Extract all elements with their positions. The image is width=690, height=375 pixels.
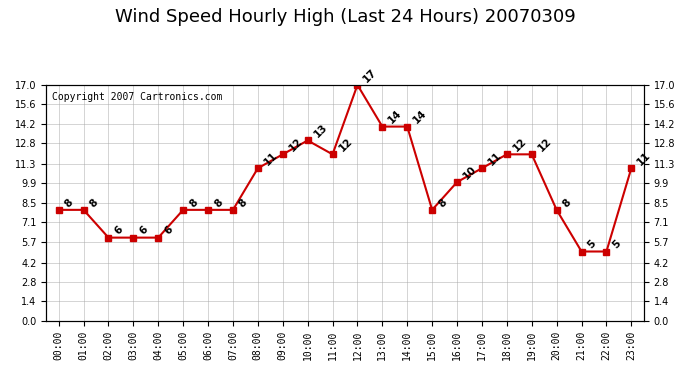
Text: 8: 8	[187, 197, 199, 209]
Text: 5: 5	[586, 238, 598, 251]
Text: 12: 12	[287, 136, 304, 154]
Text: 11: 11	[486, 150, 504, 168]
Text: 6: 6	[112, 225, 125, 237]
Text: Wind Speed Hourly High (Last 24 Hours) 20070309: Wind Speed Hourly High (Last 24 Hours) 2…	[115, 8, 575, 26]
Text: 8: 8	[63, 197, 75, 209]
Text: 8: 8	[436, 197, 448, 209]
Text: 12: 12	[511, 136, 529, 154]
Text: 8: 8	[88, 197, 100, 209]
Text: 6: 6	[162, 225, 175, 237]
Text: 12: 12	[337, 136, 354, 154]
Text: 12: 12	[536, 136, 553, 154]
Text: 14: 14	[411, 108, 428, 126]
Text: 13: 13	[312, 122, 329, 140]
Text: 5: 5	[611, 238, 623, 251]
Text: 6: 6	[137, 225, 150, 237]
Text: 8: 8	[237, 197, 249, 209]
Text: 11: 11	[262, 150, 279, 168]
Text: 14: 14	[386, 108, 404, 126]
Text: 10: 10	[461, 164, 479, 182]
Text: 8: 8	[213, 197, 224, 209]
Text: Copyright 2007 Cartronics.com: Copyright 2007 Cartronics.com	[52, 92, 223, 102]
Text: 8: 8	[561, 197, 573, 209]
Text: 11: 11	[635, 150, 653, 168]
Text: 17: 17	[362, 67, 379, 84]
